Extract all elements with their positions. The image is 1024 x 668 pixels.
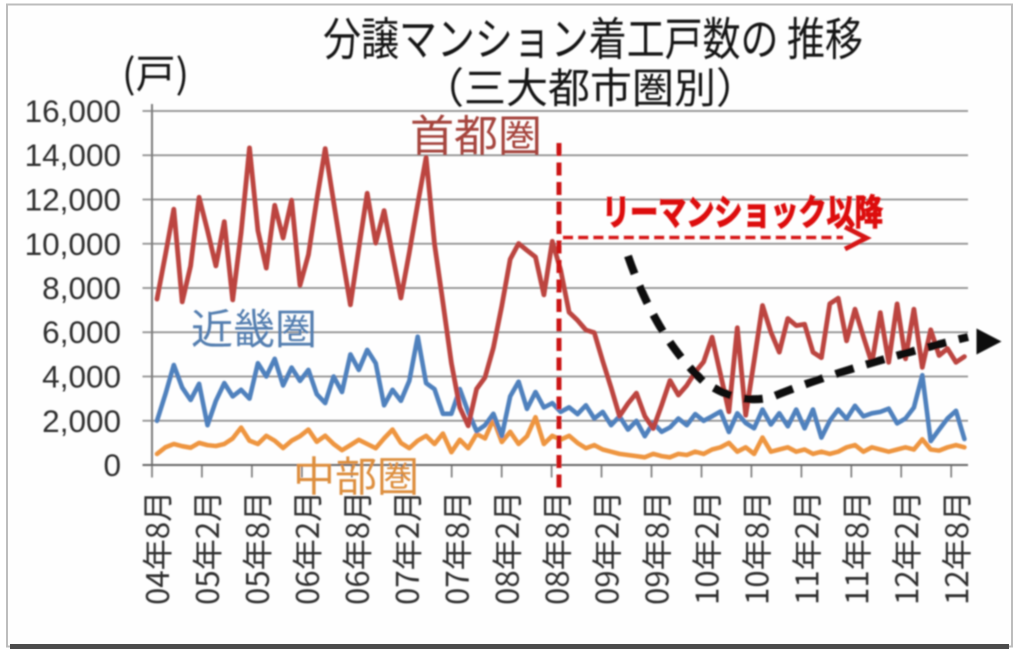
svg-text:6,000: 6,000 xyxy=(42,314,121,350)
svg-text:2,000: 2,000 xyxy=(42,403,121,439)
svg-text:16,000: 16,000 xyxy=(25,93,121,129)
svg-text:12,000: 12,000 xyxy=(25,182,121,218)
svg-text:14,000: 14,000 xyxy=(25,137,121,173)
svg-text:4,000: 4,000 xyxy=(42,359,121,395)
svg-text:8,000: 8,000 xyxy=(42,270,121,306)
svg-text:0: 0 xyxy=(103,447,121,483)
svg-text:10,000: 10,000 xyxy=(25,226,121,262)
